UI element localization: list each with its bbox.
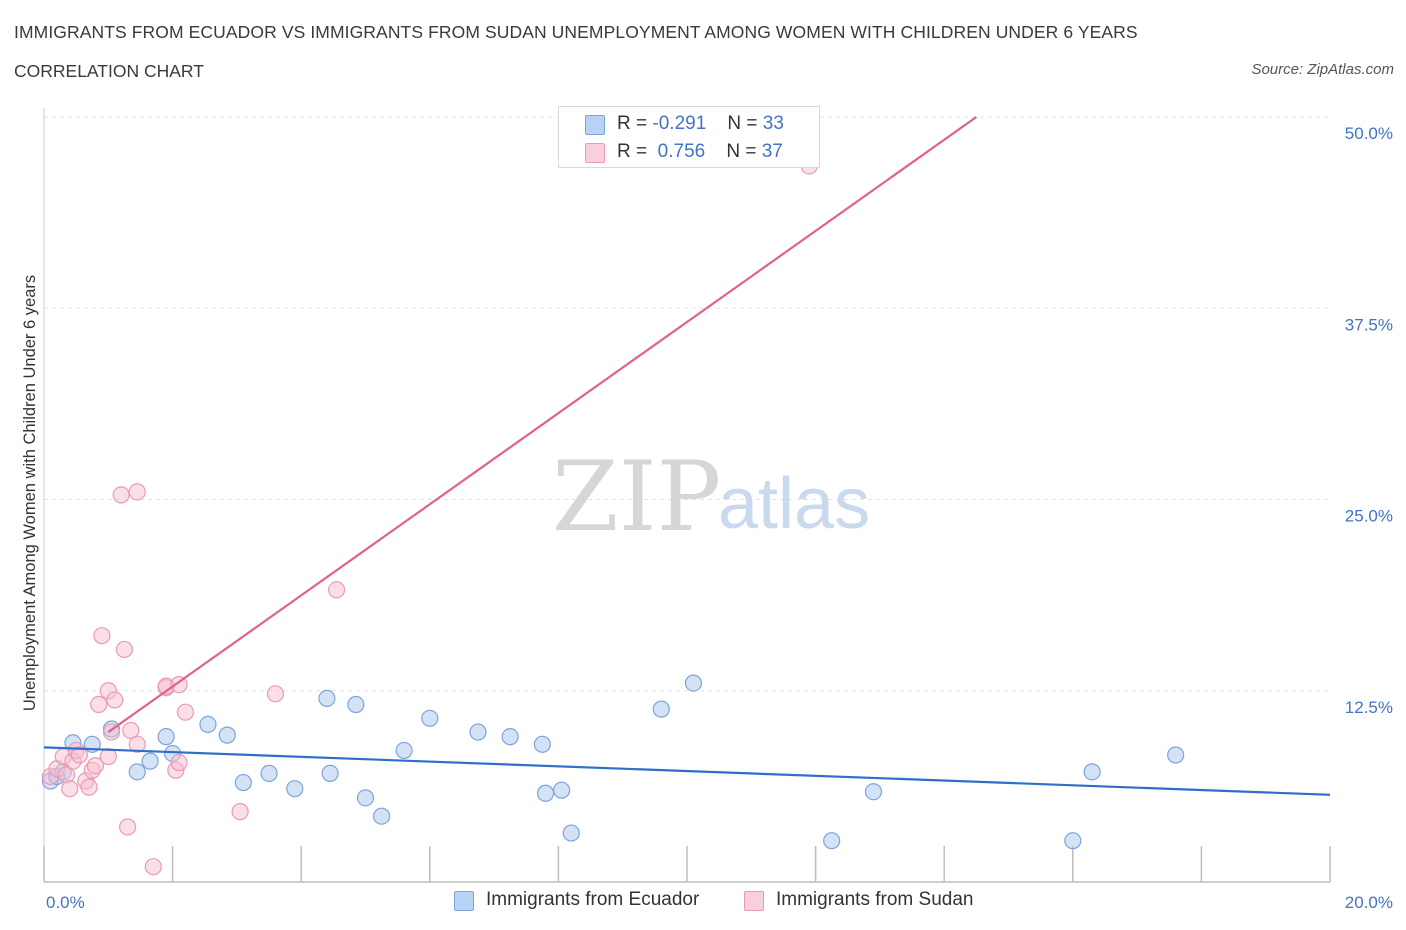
ecuador-point-30 — [823, 832, 841, 850]
ecuador-point-33 — [1083, 763, 1101, 781]
ecuador-point-14 — [286, 780, 304, 798]
grid-lines — [44, 116, 1330, 692]
x-tick-label-min: 0.0% — [46, 893, 85, 912]
sudan-point-28 — [170, 754, 188, 772]
sudan-point-25 — [144, 858, 162, 876]
ecuador-point-31 — [864, 783, 883, 801]
ecuador-point-15 — [318, 689, 336, 708]
ecuador-point-34 — [1167, 746, 1185, 764]
ecuador-point-10 — [199, 715, 217, 734]
sudan-point-17 — [106, 691, 124, 709]
ecuador-point-28 — [652, 700, 670, 718]
tick-labels: 12.5% 25.0% 37.5% 50.0% 0.0% 20.0% — [46, 124, 1393, 912]
ecuador-point-26 — [553, 781, 571, 799]
x-tick-label-max: 20.0% — [1345, 893, 1393, 912]
ecuador-r-value: -0.291 — [652, 113, 707, 134]
y-tick-label-1: 25.0% — [1345, 507, 1393, 526]
correlation-legend: R = -0.291 N = 33 R = 0.756 N = 37 — [558, 106, 820, 168]
axes — [43, 108, 1331, 883]
ecuador-point-18 — [356, 789, 375, 807]
ecuador-point-27 — [562, 824, 580, 842]
ecuador-point-6 — [128, 763, 146, 781]
series-ecuador-points — [41, 674, 1185, 850]
sudan-point-30 — [176, 703, 195, 721]
ecuador-n-label: N = — [727, 113, 758, 134]
sudan-point-22 — [128, 483, 146, 501]
sudan-point-29 — [170, 676, 188, 694]
ecuador-point-12 — [234, 773, 252, 792]
sudan-point-4 — [61, 780, 79, 798]
sudan-point-12 — [90, 695, 108, 714]
bottom-sudan-label: Immigrants from Sudan — [776, 889, 974, 910]
chart-subtitle: CORRELATION CHART — [14, 61, 204, 81]
bottom-sudan-swatch — [744, 891, 764, 911]
sudan-point-20 — [118, 818, 137, 836]
sudan-point-23 — [128, 735, 146, 753]
ecuador-trend-line — [43, 746, 1331, 796]
ecuador-point-21 — [421, 709, 439, 727]
ecuador-swatch — [585, 115, 605, 135]
sudan-point-18 — [115, 640, 133, 659]
sudan-point-31 — [231, 803, 249, 821]
sudan-n-label: N = — [726, 141, 757, 162]
ecuador-point-20 — [395, 741, 413, 760]
sudan-trend-line — [107, 116, 977, 733]
bottom-ecuador-swatch — [454, 891, 474, 911]
sudan-swatch — [585, 143, 605, 163]
watermark-atlas: atlas — [718, 464, 870, 544]
ecuador-point-25 — [536, 784, 555, 802]
sudan-point-11 — [86, 757, 105, 775]
sudan-point-33 — [327, 581, 346, 599]
ecuador-point-7 — [141, 752, 159, 770]
ecuador-point-23 — [501, 728, 519, 746]
bottom-ecuador-label: Immigrants from Ecuador — [486, 889, 700, 910]
y-tick-label-3: 50.0% — [1345, 124, 1393, 143]
sudan-point-7 — [70, 746, 88, 764]
ecuador-n-value: 33 — [762, 113, 784, 134]
ecuador-point-24 — [533, 735, 551, 753]
trend-lines — [43, 116, 1331, 796]
sudan-r-value: 0.756 — [657, 141, 706, 162]
sudan-point-13 — [93, 627, 111, 645]
ecuador-point-13 — [260, 764, 278, 782]
y-tick-label-0: 12.5% — [1345, 698, 1393, 717]
chart-title: IMMIGRANTS FROM ECUADOR VS IMMIGRANTS FR… — [14, 22, 1138, 42]
watermark-zip: ZIP — [552, 441, 721, 553]
ecuador-r-label: R = — [617, 113, 648, 134]
ecuador-point-19 — [372, 807, 391, 825]
source-label: Source: ZipAtlas.com — [1251, 61, 1394, 78]
sudan-point-32 — [266, 685, 285, 703]
sudan-point-19 — [112, 486, 130, 504]
ecuador-point-8 — [157, 728, 175, 746]
series-sudan-points — [41, 157, 818, 876]
ecuador-point-29 — [684, 674, 703, 692]
sudan-point-14 — [99, 747, 117, 766]
ecuador-point-11 — [218, 726, 236, 744]
y-axis-label: Unemployment Among Women with Children U… — [21, 275, 39, 711]
ecuador-point-16 — [321, 764, 339, 782]
ecuador-point-22 — [469, 723, 487, 741]
sudan-r-label: R = — [617, 141, 648, 162]
ecuador-point-32 — [1064, 832, 1082, 850]
sudan-n-value: 37 — [761, 141, 783, 162]
sudan-point-9 — [80, 778, 98, 796]
ecuador-point-17 — [347, 695, 365, 714]
y-tick-label-2: 37.5% — [1345, 315, 1393, 334]
sudan-point-21 — [122, 721, 140, 740]
